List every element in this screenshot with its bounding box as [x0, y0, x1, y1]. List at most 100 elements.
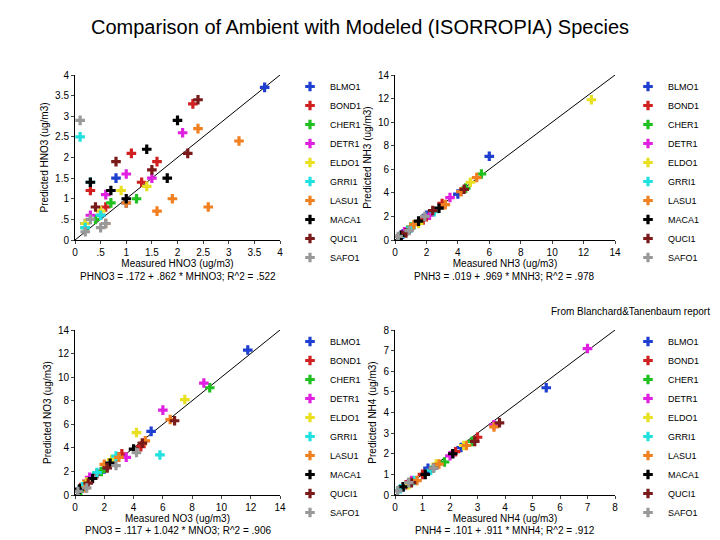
svg-text:8: 8: [63, 395, 69, 406]
svg-text:6: 6: [383, 366, 389, 377]
svg-text:PNH3 = .019 + .969 * MNH3; R^2: PNH3 = .019 + .969 * MNH3; R^2 = .978: [414, 271, 595, 282]
svg-text:1.5: 1.5: [55, 173, 69, 184]
svg-text:0: 0: [392, 502, 398, 513]
svg-text:DETR1: DETR1: [668, 394, 698, 404]
svg-text:8: 8: [383, 140, 389, 151]
svg-text:BOND1: BOND1: [668, 101, 699, 111]
svg-text:10: 10: [216, 502, 228, 513]
svg-text:0: 0: [383, 235, 389, 246]
svg-text:6: 6: [160, 502, 166, 513]
svg-text:5: 5: [530, 502, 536, 513]
svg-text:MACA1: MACA1: [668, 470, 699, 480]
svg-text:BLMO1: BLMO1: [330, 82, 361, 92]
svg-text:2: 2: [63, 152, 69, 163]
svg-text:5: 5: [383, 386, 389, 397]
svg-text:1.5: 1.5: [145, 247, 159, 258]
svg-text:0: 0: [72, 247, 78, 258]
svg-text:8: 8: [518, 247, 524, 258]
svg-text:6: 6: [487, 247, 493, 258]
svg-text:2: 2: [424, 247, 430, 258]
svg-text:GRRI1: GRRI1: [330, 432, 358, 442]
svg-text:3.5: 3.5: [55, 90, 69, 101]
svg-text:14: 14: [274, 502, 286, 513]
svg-text:PNO3 = .117 + 1.042 * MNO3; R^: PNO3 = .117 + 1.042 * MNO3; R^2 = .906: [85, 525, 271, 536]
svg-text:1: 1: [383, 469, 389, 480]
svg-text:14: 14: [378, 70, 390, 81]
svg-text:BOND1: BOND1: [330, 101, 361, 111]
svg-text:7: 7: [585, 502, 591, 513]
svg-text:10: 10: [58, 372, 70, 383]
svg-text:4: 4: [63, 70, 69, 81]
svg-text:4: 4: [383, 407, 389, 418]
svg-text:3: 3: [226, 247, 232, 258]
svg-text:Measured HNO3 (ug/m3): Measured HNO3 (ug/m3): [121, 258, 233, 269]
svg-text:.5: .5: [61, 214, 70, 225]
svg-text:12: 12: [378, 93, 390, 104]
svg-text:BLMO1: BLMO1: [668, 337, 699, 347]
svg-text:10: 10: [547, 247, 559, 258]
svg-text:DETR1: DETR1: [330, 139, 360, 149]
svg-text:3.5: 3.5: [247, 247, 261, 258]
svg-text:Comparison of Ambient with Mod: Comparison of Ambient with Modeled (ISOR…: [91, 16, 629, 38]
svg-text:2: 2: [447, 502, 453, 513]
svg-text:3: 3: [383, 428, 389, 439]
svg-text:8: 8: [189, 502, 195, 513]
svg-text:4: 4: [277, 247, 283, 258]
svg-text:CHER1: CHER1: [668, 120, 699, 130]
svg-text:LASU1: LASU1: [330, 451, 359, 461]
svg-text:0: 0: [383, 490, 389, 501]
svg-text:BOND1: BOND1: [330, 356, 361, 366]
svg-text:Measured NH3 (ug/m3): Measured NH3 (ug/m3): [453, 258, 557, 269]
svg-text:LASU1: LASU1: [668, 451, 697, 461]
svg-text:Measured NH4 (ug/m3): Measured NH4 (ug/m3): [453, 513, 557, 524]
svg-text:12: 12: [245, 502, 257, 513]
svg-text:4: 4: [455, 247, 461, 258]
svg-text:QUCI1: QUCI1: [330, 489, 358, 499]
svg-text:3: 3: [63, 111, 69, 122]
svg-text:2: 2: [102, 502, 108, 513]
svg-text:4: 4: [502, 502, 508, 513]
svg-text:PHNO3 = .172 + .862 * MHNO3; R: PHNO3 = .172 + .862 * MHNO3; R^2 = .522: [80, 271, 276, 282]
svg-text:DETR1: DETR1: [330, 394, 360, 404]
svg-text:GRRI1: GRRI1: [668, 432, 696, 442]
svg-text:8: 8: [383, 325, 389, 336]
svg-text:MACA1: MACA1: [330, 215, 361, 225]
svg-text:QUCI1: QUCI1: [668, 234, 696, 244]
svg-text:8: 8: [612, 502, 618, 513]
svg-text:Measured NO3 (ug/m3): Measured NO3 (ug/m3): [125, 513, 230, 524]
svg-text:Predicted NH3 (ug/m3): Predicted NH3 (ug/m3): [362, 106, 373, 208]
svg-text:PNH4 = .101 + .911 * MNH4; R^2: PNH4 = .101 + .911 * MNH4; R^2 = .912: [415, 525, 595, 536]
svg-text:ELDO1: ELDO1: [330, 158, 360, 168]
svg-text:0: 0: [72, 502, 78, 513]
svg-text:2: 2: [383, 448, 389, 459]
svg-text:4: 4: [63, 442, 69, 453]
svg-text:MACA1: MACA1: [668, 215, 699, 225]
svg-text:2.5: 2.5: [196, 247, 210, 258]
svg-text:2: 2: [383, 211, 389, 222]
svg-text:SAFO1: SAFO1: [330, 253, 360, 263]
svg-text:SAFO1: SAFO1: [668, 253, 698, 263]
svg-text:Predicted NO3 (ug/m3): Predicted NO3 (ug/m3): [42, 361, 53, 464]
svg-text:GRRI1: GRRI1: [668, 177, 696, 187]
svg-text:2: 2: [63, 466, 69, 477]
svg-text:7: 7: [383, 345, 389, 356]
svg-text:Predicted NH4 (ug/m3): Predicted NH4 (ug/m3): [367, 361, 378, 463]
svg-text:ELDO1: ELDO1: [668, 413, 698, 423]
svg-text:.5: .5: [96, 247, 105, 258]
svg-text:14: 14: [609, 247, 621, 258]
svg-text:CHER1: CHER1: [668, 375, 699, 385]
svg-text:14: 14: [58, 325, 70, 336]
svg-text:0: 0: [392, 247, 398, 258]
svg-text:ELDO1: ELDO1: [330, 413, 360, 423]
svg-text:CHER1: CHER1: [330, 375, 361, 385]
svg-text:BOND1: BOND1: [668, 356, 699, 366]
svg-text:SAFO1: SAFO1: [668, 508, 698, 518]
svg-text:10: 10: [378, 117, 390, 128]
svg-text:12: 12: [578, 247, 590, 258]
svg-text:1: 1: [63, 193, 69, 204]
svg-text:Predicted HNO3 (ug/m3): Predicted HNO3 (ug/m3): [39, 102, 50, 212]
svg-text:SAFO1: SAFO1: [330, 508, 360, 518]
svg-text:BLMO1: BLMO1: [330, 337, 361, 347]
svg-text:QUCI1: QUCI1: [330, 234, 358, 244]
svg-text:6: 6: [63, 419, 69, 430]
